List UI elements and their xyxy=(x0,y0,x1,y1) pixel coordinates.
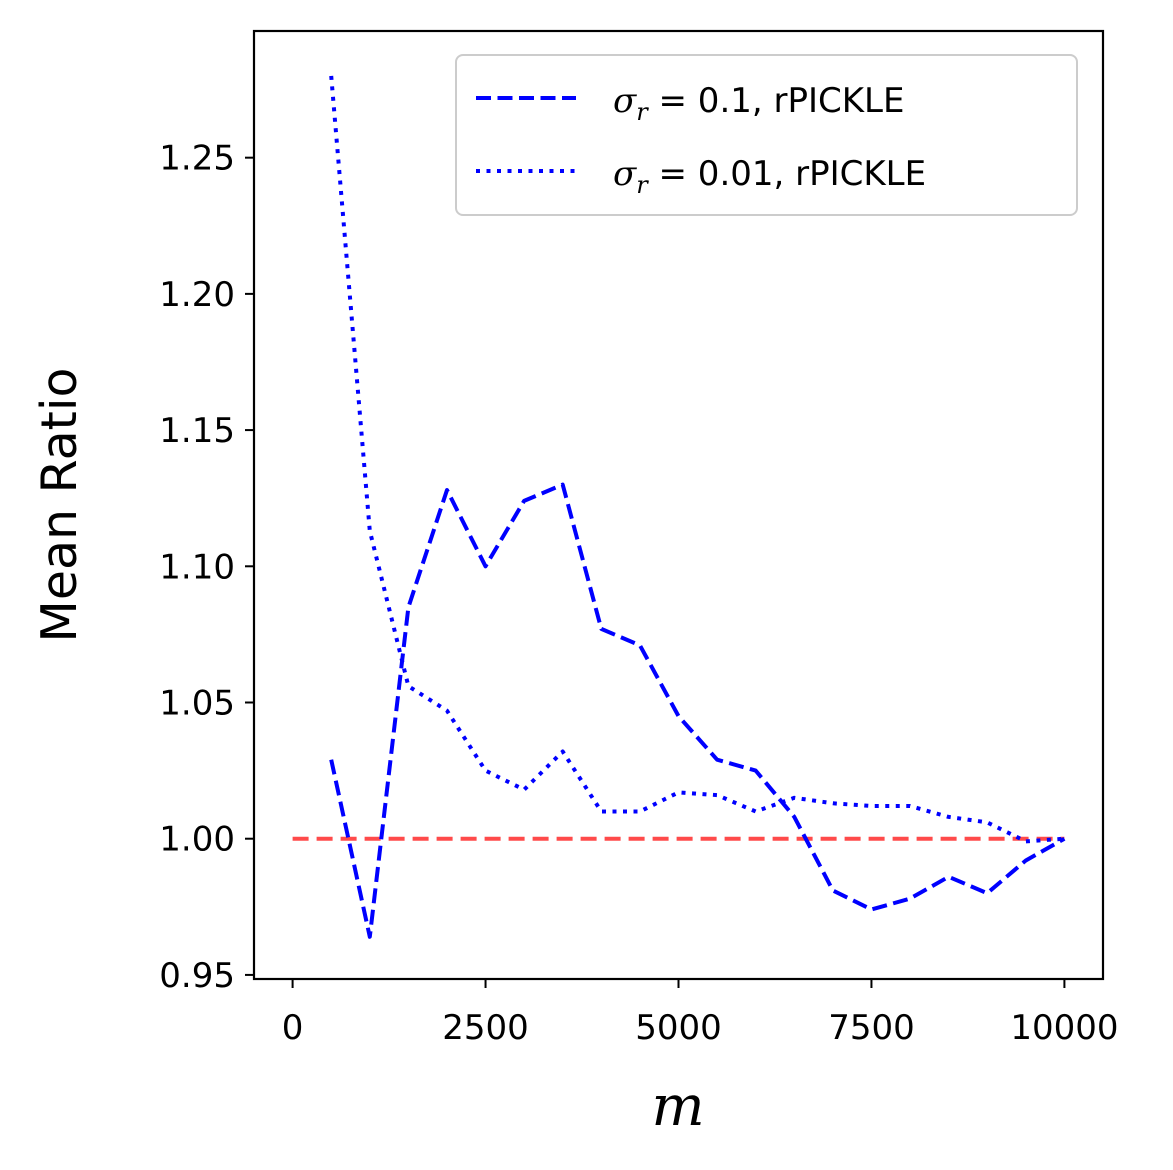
x-tick-label: 10000 xyxy=(1010,1008,1118,1048)
y-tick-label: 1.20 xyxy=(159,275,235,315)
y-tick-label: 1.00 xyxy=(159,820,235,860)
x-tick-label: 5000 xyxy=(635,1008,722,1048)
y-tick-label: 1.10 xyxy=(159,547,235,587)
legend: σr = 0.1, rPICKLE σr = 0.01, rPICKLE xyxy=(455,54,1078,216)
x-axis: 0 2500 5000 7500 10000 xyxy=(282,979,1118,1048)
y-axis: 0.95 1.00 1.05 1.10 1.15 1.20 1.25 xyxy=(159,139,254,996)
x-tick-label: 7500 xyxy=(828,1008,915,1048)
x-axis-title: m xyxy=(651,1074,704,1139)
y-tick-label: 1.05 xyxy=(159,684,235,724)
y-tick-label: 1.25 xyxy=(159,139,235,179)
series-line-dashed xyxy=(329,482,1066,939)
y-tick-label: 1.15 xyxy=(159,411,235,451)
legend-label-sigma-0.01: σr = 0.01, rPICKLE xyxy=(613,154,926,199)
x-tick-label: 2500 xyxy=(442,1008,529,1048)
series-line-dotted xyxy=(329,75,1065,844)
y-axis-title: Mean Ratio xyxy=(31,368,88,643)
y-tick-label: 0.95 xyxy=(159,956,235,996)
x-tick-label: 0 xyxy=(282,1008,304,1048)
series-layer xyxy=(292,75,1066,939)
legend-label-sigma-0.1: σr = 0.1, rPICKLE xyxy=(613,81,904,126)
legend-box xyxy=(455,54,1078,216)
